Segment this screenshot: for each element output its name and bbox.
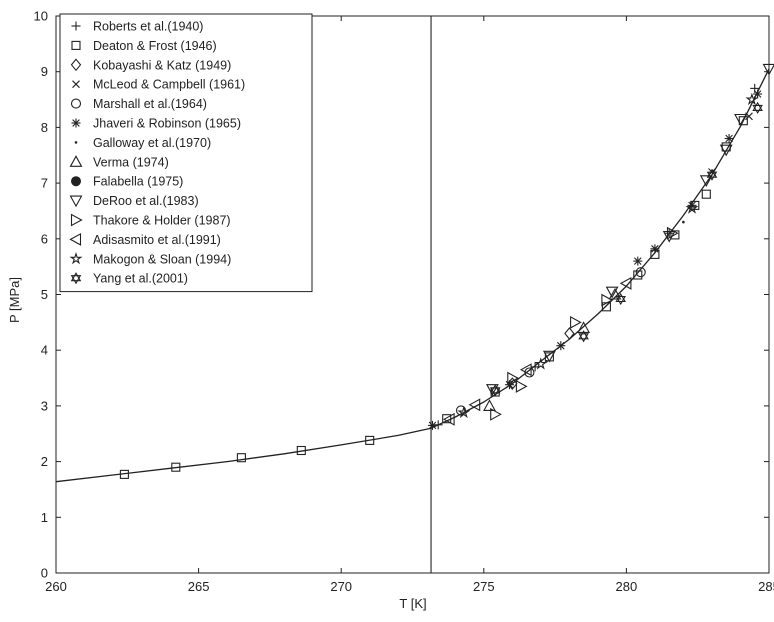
y-tick-label: 4 bbox=[41, 343, 48, 358]
data-point-diamond bbox=[565, 328, 574, 339]
y-tick-label: 5 bbox=[41, 287, 48, 302]
y-tick-label: 9 bbox=[41, 64, 48, 79]
legend-marker-filled-circle bbox=[72, 177, 81, 186]
legend-entry-label: Marshall et al.(1964) bbox=[93, 97, 207, 111]
legend-entry-label: Yang et al.(2001) bbox=[93, 272, 188, 286]
y-tick-label: 7 bbox=[41, 176, 48, 191]
data-point-triangle-right bbox=[571, 317, 581, 328]
legend-entry-label: McLeod & Campbell (1961) bbox=[93, 78, 245, 92]
data-point-square bbox=[702, 190, 710, 198]
legend-box bbox=[60, 14, 312, 292]
data-point-asterisk bbox=[428, 421, 437, 430]
x-tick-label: 270 bbox=[330, 579, 352, 594]
x-tick-label: 265 bbox=[188, 579, 210, 594]
y-tick-label: 6 bbox=[41, 231, 48, 246]
data-point-asterisk bbox=[633, 257, 642, 266]
legend-entry-label: DeRoo et al.(1983) bbox=[93, 194, 199, 208]
legend-marker-dot bbox=[75, 141, 78, 144]
legend-entry-label: Jhaveri & Robinson (1965) bbox=[93, 117, 241, 131]
x-tick-label: 280 bbox=[616, 579, 638, 594]
legend-entry-label: Roberts et al.(1940) bbox=[93, 20, 203, 34]
x-tick-label: 285 bbox=[758, 579, 774, 594]
data-point-triangle-right bbox=[516, 381, 526, 392]
legend-entry-label: Kobayashi & Katz (1949) bbox=[93, 58, 231, 72]
y-tick-label: 0 bbox=[41, 566, 48, 581]
x-axis-title: T [K] bbox=[399, 596, 426, 611]
data-point-star-of-david bbox=[753, 103, 762, 113]
legend: Roberts et al.(1940) Deaton & Frost (1946… bbox=[60, 14, 312, 292]
data-point-triangle-up bbox=[484, 400, 495, 410]
y-tick-label: 3 bbox=[41, 398, 48, 413]
legend-marker-asterisk bbox=[72, 119, 81, 128]
legend-entry-label: Thakore & Holder (1987) bbox=[93, 214, 231, 228]
legend-entry-label: Adisasmito et al.(1991) bbox=[93, 233, 221, 247]
y-tick-label: 2 bbox=[41, 454, 48, 469]
data-point-asterisk bbox=[650, 244, 659, 253]
legend-entry-label: Deaton & Frost (1946) bbox=[93, 39, 217, 53]
x-tick-label: 260 bbox=[45, 579, 67, 594]
data-point-square bbox=[602, 303, 610, 311]
y-axis-title: P [MPa] bbox=[7, 277, 22, 323]
y-tick-label: 1 bbox=[41, 510, 48, 525]
y-tick-label: 8 bbox=[41, 120, 48, 135]
legend-entry-label: Verma (1974) bbox=[93, 155, 169, 169]
data-point-asterisk bbox=[753, 90, 762, 99]
legend-entry-label: Falabella (1975) bbox=[93, 175, 183, 189]
data-point-dot bbox=[682, 221, 685, 224]
x-tick-label: 275 bbox=[473, 579, 495, 594]
data-point-asterisk bbox=[556, 341, 565, 350]
data-point-asterisk bbox=[725, 134, 734, 143]
legend-entry-label: Galloway et al.(1970) bbox=[93, 136, 211, 150]
y-tick-label: 10 bbox=[34, 9, 48, 24]
legend-entry-label: Makogon & Sloan (1994) bbox=[93, 252, 231, 266]
